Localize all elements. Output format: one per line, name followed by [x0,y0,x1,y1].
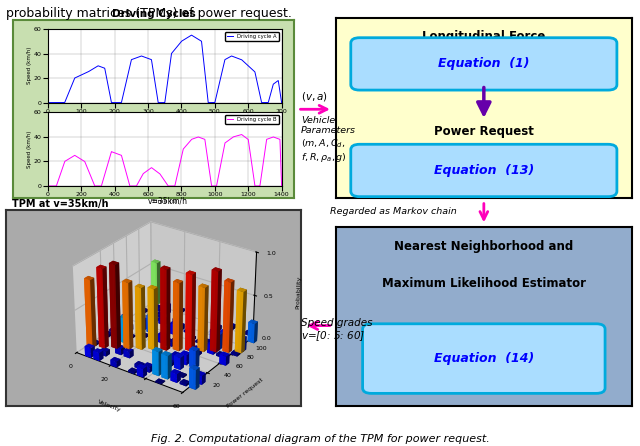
Text: Fig. 2. Computational diagram of the TPM for power request.: Fig. 2. Computational diagram of the TPM… [150,434,490,444]
X-axis label: Time (s): Time (s) [152,115,177,120]
Text: Nearest Neighborhood and: Nearest Neighborhood and [394,240,573,253]
Text: probability matrices (TPMs) of power request.: probability matrices (TPMs) of power req… [6,7,292,20]
Text: Equation  (1): Equation (1) [438,58,529,70]
Text: Regarded as Markov chain: Regarded as Markov chain [330,207,456,216]
Y-axis label: Power request: Power request [226,377,264,409]
X-axis label: Time (s): Time (s) [152,198,177,204]
FancyBboxPatch shape [363,324,605,393]
Legend: Driving cycle A: Driving cycle A [225,32,279,41]
Text: Longitudinal Force: Longitudinal Force [422,30,545,43]
Text: Power Request: Power Request [434,125,534,138]
Text: $(v, a)$: $(v, a)$ [301,90,328,103]
Text: Vehicle
Parameters
$(m, A, C_d,$
$f, R, \rho_a, g)$: Vehicle Parameters $(m, A, C_d,$ $f, R, … [301,116,356,165]
Title: Driving Cycles: Driving Cycles [112,9,195,19]
Y-axis label: Speed (km/h): Speed (km/h) [28,47,33,84]
Y-axis label: Speed (km/h): Speed (km/h) [28,131,33,168]
Text: Equation  (14): Equation (14) [434,352,534,365]
FancyBboxPatch shape [351,144,617,197]
Text: Speed grades
$v$=[0: 5: 60]: Speed grades $v$=[0: 5: 60] [301,318,372,343]
Text: TPM at v=35km/h: TPM at v=35km/h [12,199,109,209]
Text: Equation  (13): Equation (13) [434,164,534,177]
Legend: Driving cycle B: Driving cycle B [225,115,279,124]
X-axis label: Velocity: Velocity [97,400,122,413]
FancyBboxPatch shape [351,38,617,90]
Text: v=35km/h: v=35km/h [147,196,188,205]
Text: Maximum Likelihood Estimator: Maximum Likelihood Estimator [382,277,586,290]
